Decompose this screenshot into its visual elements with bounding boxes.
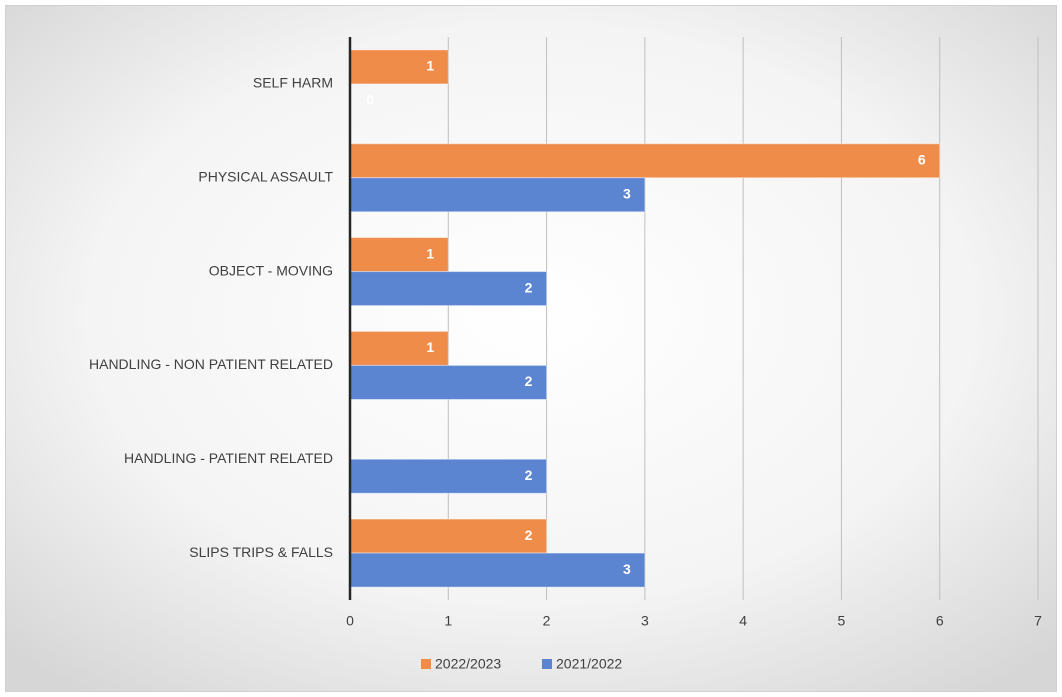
legend-label: 2022/2023 — [435, 656, 501, 672]
data-label: 1 — [426, 245, 434, 261]
y-tick-label: OBJECT - MOVING — [209, 262, 333, 278]
data-label: 2 — [525, 467, 533, 483]
legend-swatch — [542, 659, 552, 669]
data-label: 2 — [525, 279, 533, 295]
x-tick-label: 0 — [346, 613, 354, 629]
bar — [349, 518, 548, 554]
data-label: 0 — [366, 92, 374, 108]
data-label: 3 — [623, 185, 631, 201]
y-tick-label: HANDLING - NON PATIENT RELATED — [89, 356, 333, 372]
x-tick-label: 1 — [444, 613, 452, 629]
x-tick-label: 2 — [543, 613, 551, 629]
data-label: 1 — [426, 58, 434, 74]
y-tick-label: SLIPS TRIPS & FALLS — [189, 544, 333, 560]
data-label: 1 — [426, 339, 434, 355]
bar — [349, 458, 548, 494]
y-tick-label: HANDLING - PATIENT RELATED — [124, 450, 333, 466]
legend-label: 2021/2022 — [556, 656, 622, 672]
data-label: 2 — [525, 527, 533, 543]
x-tick-label: 7 — [1034, 613, 1042, 629]
chart-background — [5, 5, 1057, 692]
bar — [349, 330, 449, 366]
x-tick-label: 3 — [641, 613, 649, 629]
bar — [349, 364, 548, 400]
x-tick-label: 6 — [936, 613, 944, 629]
bar — [349, 177, 646, 213]
y-tick-label: PHYSICAL ASSAULT — [198, 168, 333, 184]
bar — [349, 552, 646, 588]
legend-swatch — [421, 659, 431, 669]
bar — [349, 143, 941, 179]
data-label: 2 — [525, 373, 533, 389]
bar — [349, 237, 449, 273]
data-label: 6 — [918, 151, 926, 167]
y-tick-label: SELF HARM — [253, 75, 333, 91]
data-label: 3 — [623, 561, 631, 577]
bar — [349, 271, 548, 307]
x-tick-label: 5 — [838, 613, 846, 629]
x-tick-label: 4 — [739, 613, 747, 629]
